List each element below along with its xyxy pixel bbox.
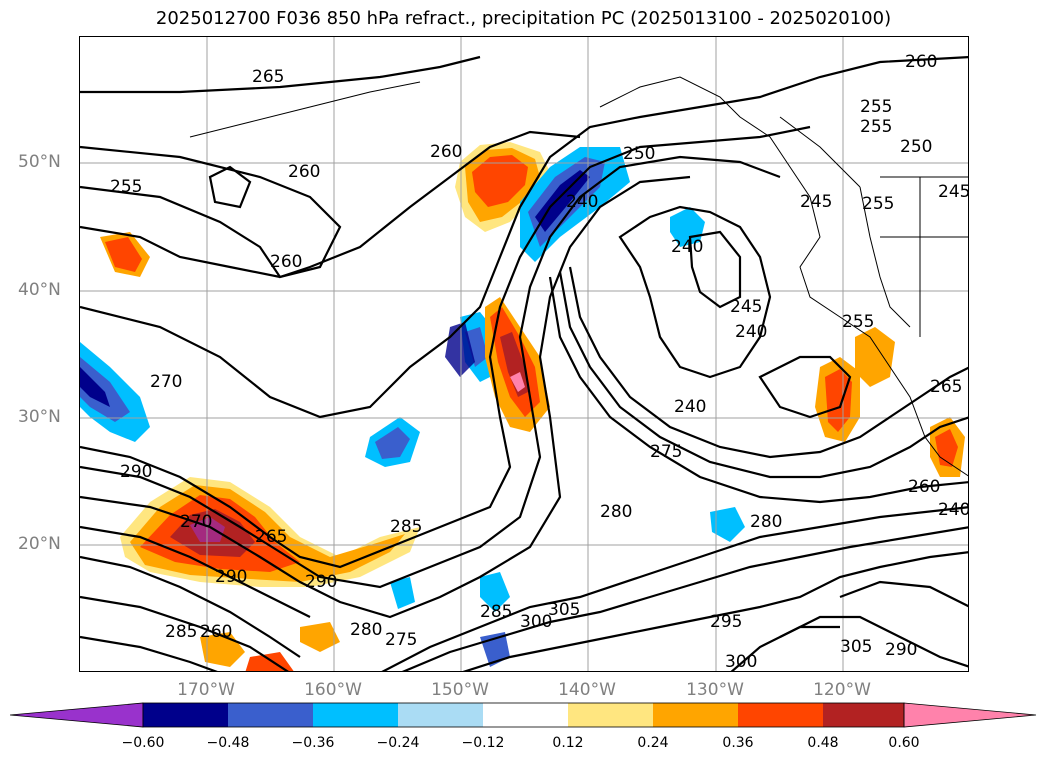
contour-label: 255 (860, 97, 892, 117)
shaded-fields (80, 142, 965, 671)
colorbar-bin (483, 703, 568, 727)
contour-label: 260 (908, 477, 940, 497)
colorbar-tick: 0.60 (888, 735, 920, 751)
contour-label: 290 (215, 567, 247, 587)
contour-labels: 265 260 260 260 255 260 250 240 240 245 … (110, 52, 969, 672)
contour-label: 305 (548, 600, 580, 620)
contour-label: 295 (710, 612, 742, 632)
contour-label: 280 (350, 620, 382, 640)
contour-label: 245 (938, 182, 969, 202)
contour-label: 280 (750, 512, 782, 532)
colorbar-tick: −0.12 (461, 735, 505, 751)
contour-label: 260 (905, 52, 937, 72)
contour-label: 255 (842, 312, 874, 332)
graticule (80, 37, 968, 671)
lat-label-40n: 40°N (18, 280, 61, 300)
contour-label: 270 (150, 372, 182, 392)
contour-label: 280 (600, 502, 632, 522)
colorbar-bin (568, 703, 653, 727)
contour-label: 270 (180, 512, 212, 532)
contour-label: 290 (305, 572, 337, 592)
contour-label: 245 (730, 297, 762, 317)
lat-label-30n: 30°N (18, 407, 61, 427)
contour-label: 240 (566, 192, 598, 212)
contour-label: 275 (385, 630, 417, 650)
colorbar-bin (823, 703, 904, 727)
lon-label-150w: 150°W (431, 680, 489, 700)
contour-label: 240 (674, 397, 706, 417)
contour-label: 290 (120, 462, 152, 482)
colorbar-bin (228, 703, 313, 727)
lon-label-160w: 160°W (304, 680, 362, 700)
colorbar-bin (738, 703, 823, 727)
colorbar-bin (653, 703, 738, 727)
colorbar-extend-high (903, 702, 1037, 728)
colorbar-tick: −0.48 (206, 735, 250, 751)
lon-label-170w: 170°W (177, 680, 235, 700)
contour-label: 240 (735, 322, 767, 342)
colorbar-bin (313, 703, 398, 727)
contour-label: 300 (520, 612, 552, 632)
colorbar-tick: −0.60 (121, 735, 165, 751)
lat-label-20n: 20°N (18, 534, 61, 554)
contour-label: 255 (860, 117, 892, 137)
contour-label: 250 (623, 144, 655, 164)
contour-label: 260 (270, 252, 302, 272)
map-title: 2025012700 F036 850 hPa refract., precip… (155, 8, 892, 29)
contour-label: 300 (725, 652, 757, 672)
contour-label: 265 (255, 527, 287, 547)
map-canvas: 265 260 260 260 255 260 250 240 240 245 … (80, 37, 969, 672)
colorbar-extend-low (10, 702, 144, 728)
lon-label-120w: 120°W (813, 680, 871, 700)
colorbar-tick: 0.12 (552, 735, 584, 751)
contour-label: 285 (390, 517, 422, 537)
contour-label: 240 (671, 237, 703, 257)
contour-label: 290 (885, 640, 917, 660)
contour-label: 285 (165, 622, 197, 642)
map-panel: 265 260 260 260 255 260 250 240 240 245 … (79, 36, 969, 672)
contour-label: 255 (110, 177, 142, 197)
colorbar-bin (143, 703, 228, 727)
colorbar-tick: −0.24 (376, 735, 420, 751)
lon-label-140w: 140°W (558, 680, 616, 700)
colorbar-tick: 0.48 (807, 735, 839, 751)
colorbar-tick: −0.36 (291, 735, 335, 751)
contour-label: 240 (938, 500, 969, 520)
lat-label-50n: 50°N (18, 152, 61, 172)
contour-label: 305 (840, 637, 872, 657)
colorbar (10, 702, 1037, 728)
lon-label-130w: 130°W (686, 680, 744, 700)
contour-label: 260 (200, 622, 232, 642)
contour-label: 260 (430, 142, 462, 162)
contour-label: 250 (900, 137, 932, 157)
colorbar-tick: 0.36 (722, 735, 754, 751)
contour-label: 255 (862, 194, 894, 214)
contour-label: 265 (930, 377, 962, 397)
contour-label: 285 (480, 602, 512, 622)
contour-label: 275 (650, 442, 682, 462)
contour-label: 265 (252, 67, 284, 87)
contour-label: 245 (800, 192, 832, 212)
contours (80, 55, 968, 671)
contour-label: 260 (288, 162, 320, 182)
colorbar-tick: 0.24 (637, 735, 669, 751)
colorbar-bin (398, 703, 483, 727)
coastlines (189, 76, 968, 477)
